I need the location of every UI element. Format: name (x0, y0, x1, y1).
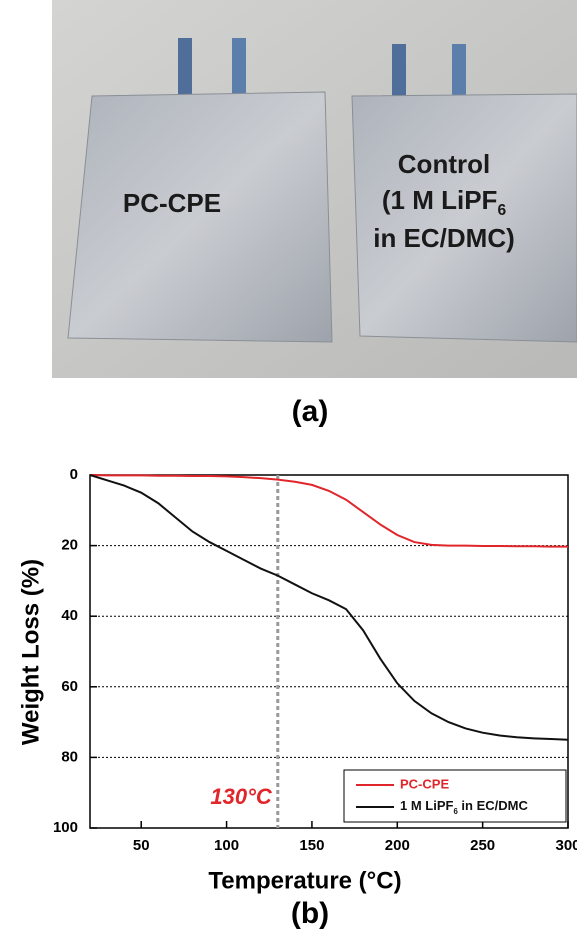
y-tick-label: 100 (53, 819, 78, 836)
legend-label: 1 M LiPF6 in EC/DMC (400, 798, 528, 815)
x-tick-label: 200 (385, 837, 410, 854)
y-tick-label: 0 (70, 466, 78, 483)
photo-label: Control (398, 149, 490, 179)
tab (452, 44, 466, 100)
plot-frame (89, 474, 569, 829)
y-tick-label: 40 (61, 607, 78, 624)
legend-label: PC-CPE (400, 776, 449, 791)
x-tick-label: 250 (470, 837, 495, 854)
annotation: 130°C (210, 784, 273, 809)
photo-label: in EC/DMC) (373, 223, 515, 253)
x-tick-label: 50 (133, 837, 150, 854)
photo-label: (1 M LiPF6 (382, 185, 507, 219)
x-axis-label: Temperature (°C) (208, 867, 401, 894)
x-tick-label: 100 (214, 837, 239, 854)
x-tick-label: 150 (299, 837, 324, 854)
x-tick-label: 300 (555, 837, 577, 854)
caption: (a) (292, 395, 329, 428)
tab (232, 38, 246, 100)
legend-box (343, 769, 567, 823)
y-tick-label: 20 (61, 537, 78, 554)
photo: PC-CPE Control (1 M LiPF6 in EC/DMC) (52, 0, 577, 378)
photo-label: PC-CPE (123, 188, 221, 218)
y-tick-label: 80 (61, 748, 78, 765)
caption: (b) (291, 897, 329, 930)
tab (178, 38, 192, 100)
pouch-cell (351, 93, 577, 343)
tab (392, 44, 406, 100)
data-line (89, 474, 569, 741)
pouch-cell (67, 91, 333, 343)
y-axis-label: Weight Loss (%) (17, 559, 44, 745)
y-tick-label: 60 (61, 678, 78, 695)
data-line (89, 474, 568, 548)
